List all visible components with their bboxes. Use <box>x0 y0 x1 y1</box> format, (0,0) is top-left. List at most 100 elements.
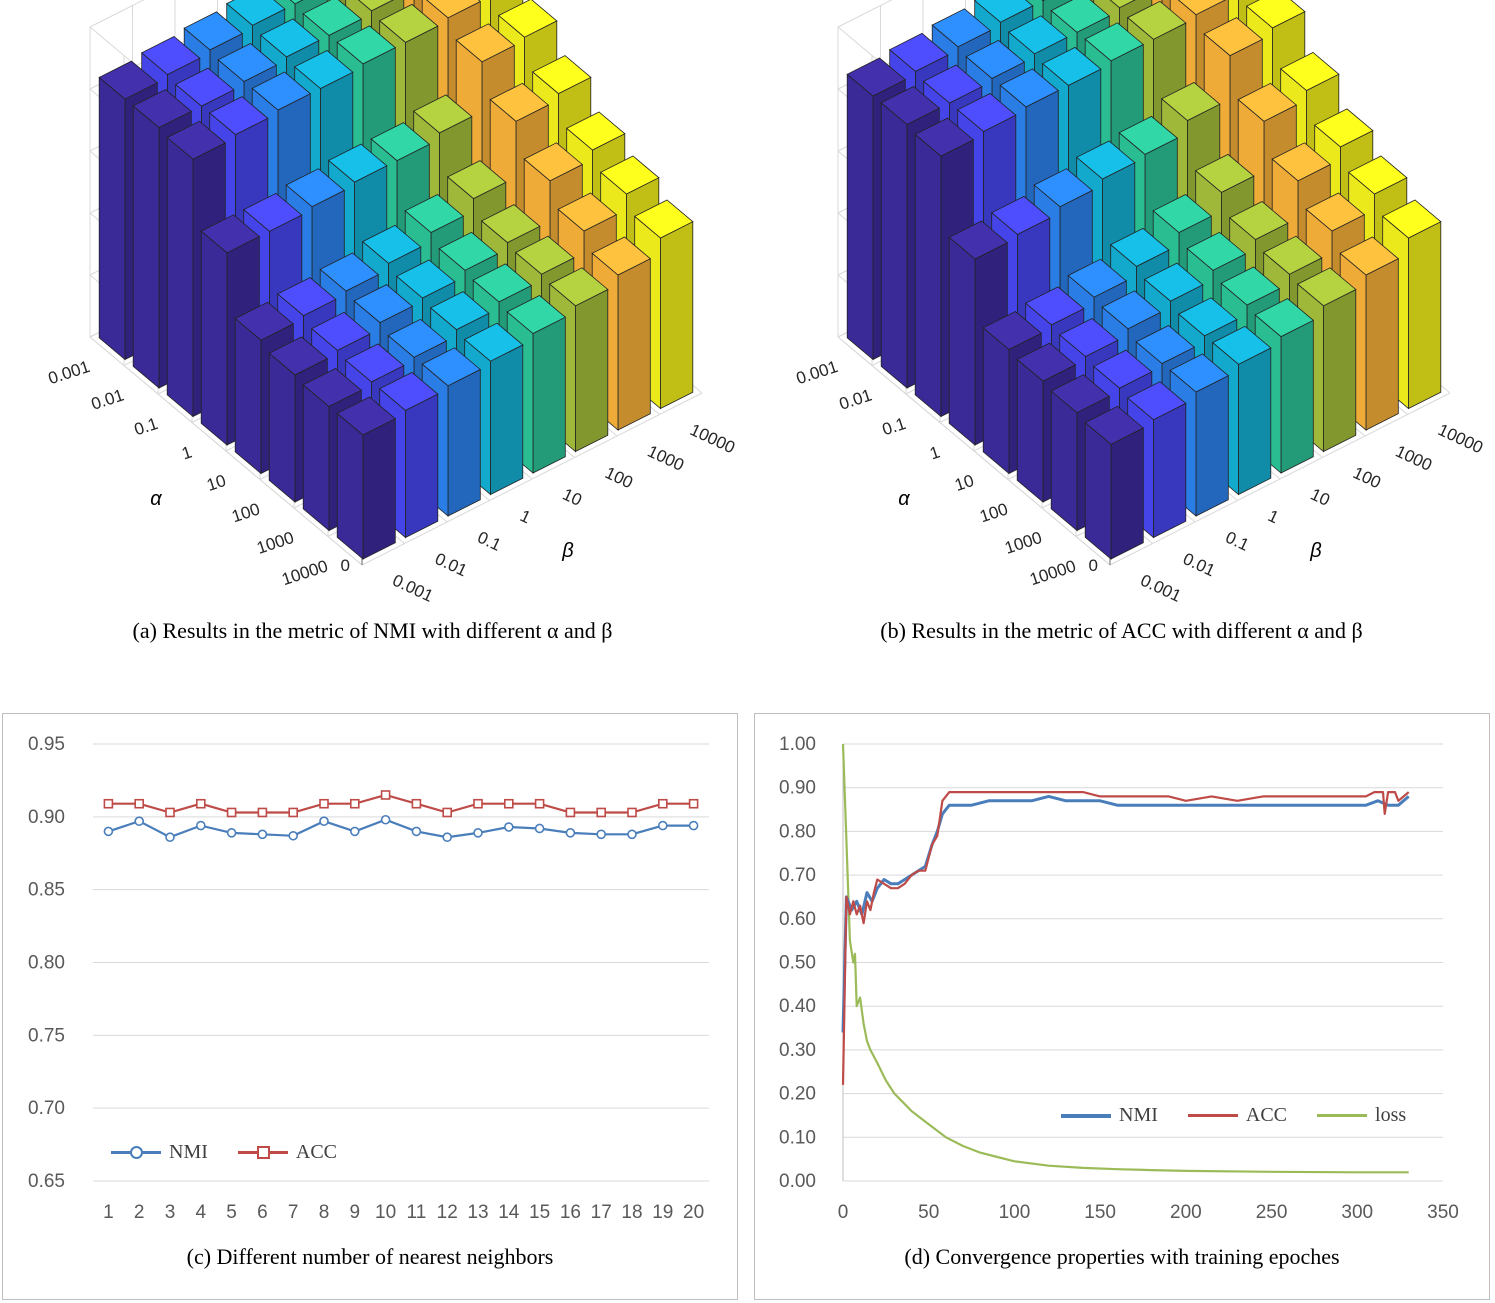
bar-face-top <box>1024 286 1085 326</box>
bar-face-top <box>1339 236 1400 276</box>
beta-tick-label: 1000 <box>1393 442 1435 475</box>
bar-10000-0.001 <box>336 396 397 560</box>
x-tick-label: 100 <box>999 1202 1031 1223</box>
data-point <box>627 829 637 840</box>
bar-face-top <box>1381 199 1442 239</box>
legend-d-loss-swatch <box>1317 1114 1368 1117</box>
bar-face-top <box>302 368 363 407</box>
bar-face-top <box>268 336 329 376</box>
bar-face-top <box>591 236 652 276</box>
bar-face-top <box>506 295 567 334</box>
x-tick-label: 20 <box>683 1202 704 1223</box>
x-tick-label: 15 <box>529 1202 550 1223</box>
bar-face-top <box>1279 52 1340 91</box>
x-tick-label: 12 <box>437 1202 458 1223</box>
bar-face-left <box>1238 347 1272 496</box>
bar-face-right <box>1016 358 1044 503</box>
bar-face-left <box>1153 402 1187 539</box>
bar-face-top <box>1075 140 1136 180</box>
bar-face-top <box>378 3 439 43</box>
alpha-tick-label: 10000 <box>279 556 330 589</box>
bar-face-top <box>140 36 201 75</box>
bar-face-left <box>1408 221 1442 410</box>
bar-face-top <box>599 155 660 195</box>
bar-face-top <box>353 284 414 324</box>
series-nmi <box>103 814 699 843</box>
bar-face-top <box>973 0 1034 23</box>
data-point <box>226 828 237 838</box>
y-tick-label: 0.40 <box>779 996 816 1017</box>
bar-10000-0.001 <box>1084 405 1145 560</box>
bar-face-top <box>1203 17 1264 57</box>
data-point <box>534 823 545 834</box>
bar-face-top <box>1262 235 1323 275</box>
bar-face-top <box>426 0 482 19</box>
bar-face-top <box>948 220 1009 260</box>
alpha-tick-label: 1 <box>927 442 942 463</box>
alpha-tick-label: 0.001 <box>794 357 840 388</box>
bar-face-top <box>1237 82 1298 122</box>
bar-face-top <box>302 0 363 36</box>
y-tick-label: 0.50 <box>779 953 816 974</box>
plot-area: 0.00 0.10 0.20 0.30 0.40 0.50 0.60 0.70 0.80 0.90… <box>779 734 1459 1223</box>
x-tick-label: 19 <box>652 1202 673 1223</box>
bar-face-right <box>200 230 228 446</box>
bar-face-top <box>336 25 397 65</box>
x-tick-label: 4 <box>196 1202 207 1223</box>
data-point <box>288 830 299 841</box>
bar-face-right <box>948 236 976 446</box>
beta-tick-label: 0.1 <box>475 528 504 555</box>
bar-face-top <box>438 231 499 271</box>
bar-face-right <box>166 136 194 418</box>
bar-face-top <box>1126 0 1187 40</box>
x-tick-label: 50 <box>918 1202 939 1223</box>
bar-face-top <box>1160 82 1221 121</box>
bar-face-top <box>358 0 394 12</box>
bar-face-top <box>888 32 949 72</box>
legend-acc-swatch <box>237 1146 288 1159</box>
legend-nmi-label: NMI <box>169 1141 208 1163</box>
y-tick-label: 0.80 <box>779 821 816 842</box>
bar-face-top <box>361 224 422 264</box>
data-point <box>196 820 206 831</box>
x-tick-label: 5 <box>226 1202 237 1223</box>
beta-tick-label: 0.01 <box>432 549 470 580</box>
alpha-axis-label: α <box>150 488 162 510</box>
bar-face-top <box>404 194 465 233</box>
series-acc <box>841 791 1410 1085</box>
beta-axis-label: β <box>1309 540 1321 562</box>
bar-face-top <box>327 143 388 183</box>
bars-3d <box>846 0 1442 560</box>
data-point <box>226 807 237 818</box>
bar-face-right <box>914 133 942 418</box>
grid-line <box>1109 392 1451 566</box>
bar-face-top <box>234 301 295 341</box>
bar-face-top <box>1126 381 1187 421</box>
chart-c-legend: NMI ACC <box>111 1141 337 1164</box>
beta-tick-label: 1000 <box>645 442 687 475</box>
data-point <box>657 820 668 831</box>
beta-tick-label: 0.1 <box>1223 528 1252 555</box>
series-nmi <box>841 794 1410 1033</box>
legend-d-nmi-swatch <box>1061 1113 1111 1118</box>
data-point <box>473 828 483 838</box>
bar-face-top <box>531 55 592 95</box>
data-point <box>411 798 422 809</box>
x-tick-label: 250 <box>1256 1202 1288 1223</box>
y-tick-label: 0.90 <box>28 807 65 828</box>
data-point <box>565 807 576 818</box>
x-tick-label: 7 <box>288 1202 299 1223</box>
y-tick-label: 0.30 <box>779 1040 816 1061</box>
bar-face-top <box>990 195 1051 235</box>
y-tick-label: 0.60 <box>779 909 816 930</box>
x-tick-label: 3 <box>165 1202 176 1223</box>
chart-a-nmi-bar3d: 00.20.40.60.81NMI0.0010.010.111010010001… <box>46 0 738 606</box>
x-tick-label: 350 <box>1427 1202 1459 1223</box>
bar-face-top <box>319 252 380 292</box>
beta-tick-label: 10 <box>560 485 585 510</box>
data-point <box>688 820 699 831</box>
chart-c-panel: 0.65 0.70 0.75 0.80 0.85 0.90 0.95 1 2 3 4 5 6 7 8 9 10 1… <box>2 713 738 1300</box>
bar-face-left <box>1195 375 1229 517</box>
bar-face-top <box>1101 290 1162 330</box>
bar-face-top <box>1067 258 1128 298</box>
